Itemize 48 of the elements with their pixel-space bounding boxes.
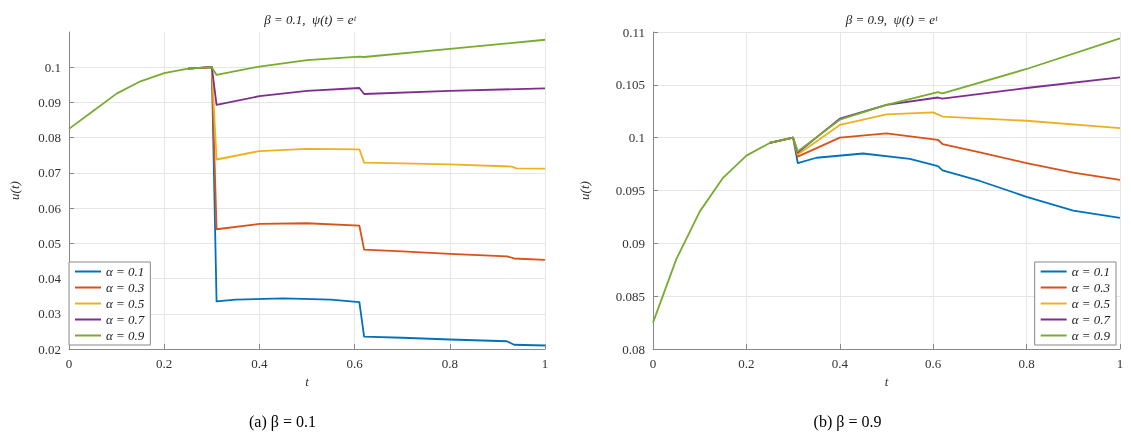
x-tick-label: 0.8	[1018, 356, 1035, 371]
y-tick-label: 0.09	[38, 94, 61, 110]
y-tick-label: 0.095	[615, 183, 645, 198]
x-tick-label: 0.8	[441, 356, 458, 371]
y-tick-label: 0.08	[38, 130, 61, 146]
y-tick-label: 0.07	[38, 165, 62, 181]
chart-title: β = 0.9, ψ(t) = eᵗ	[844, 12, 938, 27]
legend-label: α = 0.1	[106, 264, 145, 279]
y-tick-label: 0.08	[622, 341, 645, 357]
y-tick-label: 0.1	[628, 130, 645, 146]
x-tick-label: 0.4	[251, 356, 269, 371]
x-axis-title: t	[305, 373, 310, 389]
text: (a) β = 0.1	[249, 412, 316, 431]
legend-label: α = 0.9	[106, 328, 145, 343]
x-tick-label: 0.2	[156, 356, 173, 371]
y-axis-title: u(t)	[577, 181, 592, 200]
x-axis-title: t	[884, 373, 889, 389]
x-tick-label: 0.2	[738, 356, 755, 371]
x-tick-label: 0	[649, 356, 657, 371]
y-tick-label: 0.06	[38, 200, 62, 216]
y-tick-label: 0.05	[38, 235, 61, 251]
x-tick-label: 0.6	[346, 356, 364, 371]
x-tick-label: 0.4	[831, 356, 849, 371]
legend-label: α = 0.3	[1071, 280, 1111, 295]
y-tick-label: 0.09	[622, 235, 645, 251]
x-tick-label: 1	[541, 356, 549, 371]
chart-title: β = 0.1, ψ(t) = eᵗ	[263, 12, 357, 27]
line-series	[652, 37, 1121, 324]
x-tick-label: 0	[65, 356, 73, 371]
y-tick-label: 0.11	[622, 24, 645, 40]
x-tick-label: 1	[1116, 356, 1124, 371]
y-axis-title: u(t)	[7, 181, 22, 200]
legend-label: α = 0.1	[1071, 264, 1111, 279]
y-tick-label: 0.105	[615, 77, 645, 93]
legend-label: α = 0.7	[1071, 312, 1111, 327]
line-series	[68, 38, 546, 130]
y-tick-label: 0.085	[615, 288, 645, 304]
legend-label: α = 0.7	[106, 312, 145, 327]
legend-label: α = 0.5	[1071, 296, 1111, 311]
legend-label: α = 0.5	[106, 296, 145, 311]
y-tick-label: 0.02	[38, 341, 61, 357]
legend-label: α = 0.3	[106, 280, 145, 295]
y-tick-label: 0.1	[44, 59, 61, 75]
y-tick-label: 0.04	[38, 271, 62, 287]
x-tick-label: 0.6	[925, 356, 942, 371]
y-tick-label: 0.03	[38, 306, 61, 322]
text: (b) β = 0.9	[813, 412, 882, 431]
legend-label: α = 0.9	[1071, 328, 1111, 343]
